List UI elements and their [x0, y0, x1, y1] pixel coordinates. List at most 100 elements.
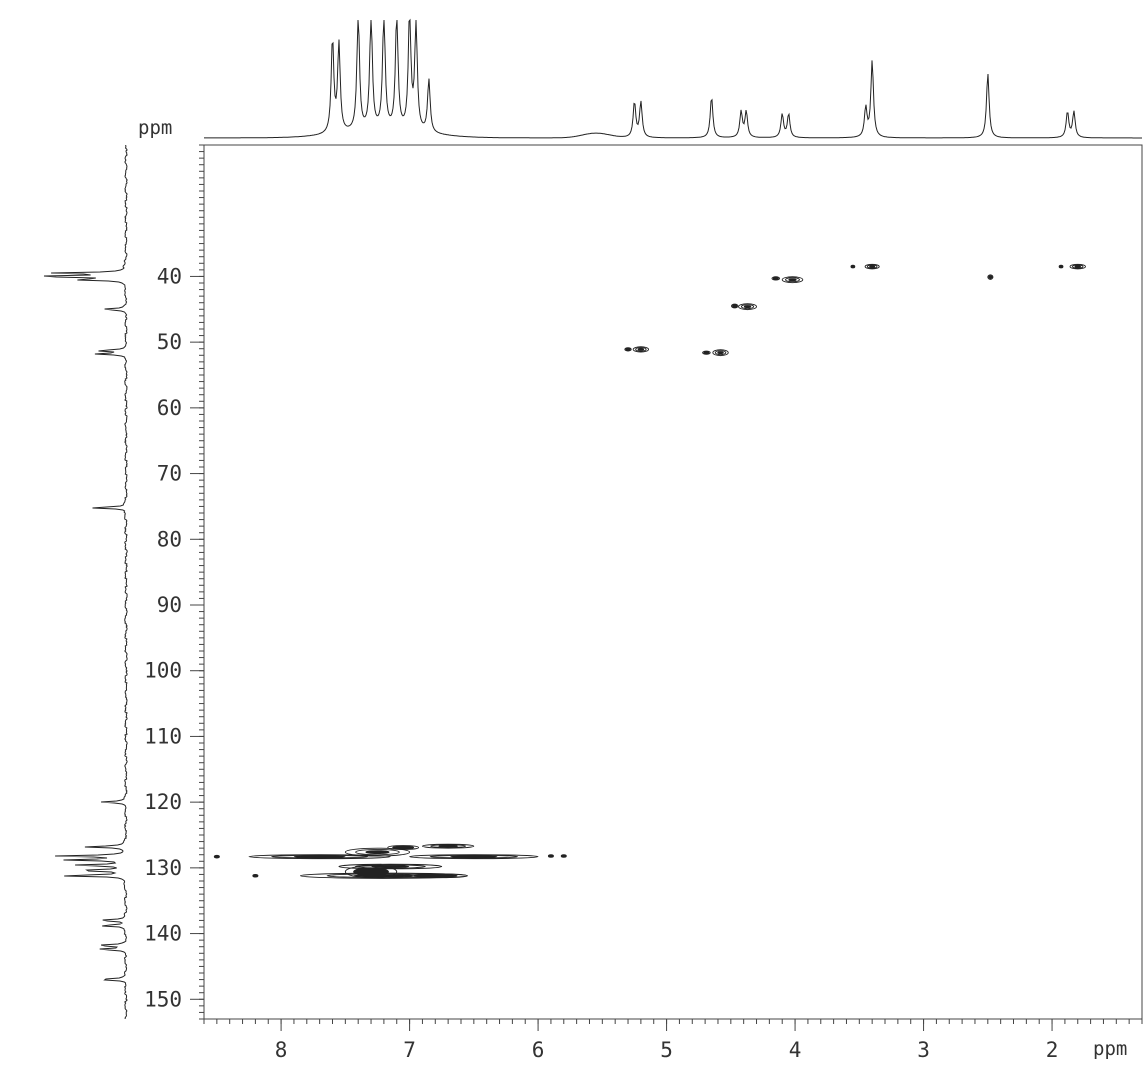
contour-ring: [785, 277, 800, 283]
contour-ring: [252, 873, 259, 878]
x-tick-label: 4: [789, 1038, 802, 1062]
plot-frame: [203, 144, 1143, 1020]
contour-ring: [732, 304, 738, 308]
contour-ring: [637, 347, 645, 351]
cross-peak: [731, 303, 739, 309]
y-tick-label: 70: [157, 462, 182, 486]
x-tick-label: 7: [403, 1038, 416, 1062]
cross-peak: [387, 845, 420, 850]
y-tick-label: 60: [157, 396, 182, 420]
contour-ring: [987, 274, 994, 280]
cross-peak: [632, 346, 650, 353]
contour-ring: [864, 263, 880, 270]
contour-ring: [714, 350, 727, 356]
y-tick-label: 40: [157, 264, 182, 288]
contour-ring: [450, 855, 498, 859]
x-tick-label: 8: [275, 1038, 288, 1062]
contour-ring: [560, 854, 567, 858]
x-tick-label: 3: [917, 1038, 930, 1062]
contour-ring: [412, 873, 458, 878]
contour-ring: [740, 304, 755, 310]
contour-ring: [355, 848, 400, 856]
x-tick-label: 2: [1046, 1038, 1059, 1062]
cross-peak: [1069, 263, 1086, 270]
cross-peak: [781, 276, 804, 284]
proton-spectrum-trace: [204, 18, 1142, 139]
contour-ring: [625, 347, 631, 351]
y-tick-label: 150: [144, 987, 182, 1011]
contour-ring: [547, 854, 554, 858]
contour-ring: [344, 865, 398, 879]
contour-ring: [353, 867, 389, 877]
cross-peaks: [213, 263, 1086, 879]
contour-ring: [717, 351, 724, 355]
cross-peak: [850, 264, 856, 269]
carbon-projection: [43, 144, 128, 1020]
cross-peak: [560, 854, 567, 858]
contour-ring: [1069, 263, 1086, 270]
contour-ring: [409, 854, 539, 860]
y-tick-label: 100: [144, 659, 182, 683]
x-tick-label: 5: [660, 1038, 673, 1062]
cross-peak: [344, 847, 411, 857]
cross-peak: [248, 854, 391, 860]
y-axis: 40 50 60 70 80 90 100 110 120 130 140 150: [144, 144, 204, 1020]
cross-peak: [624, 347, 632, 352]
x-tick-label: 6: [532, 1038, 545, 1062]
contour-ring: [743, 305, 752, 309]
contour-ring: [213, 854, 220, 859]
contour-ring: [702, 350, 711, 355]
cross-peak: [213, 854, 220, 859]
contour-ring: [632, 346, 650, 353]
contour-ring: [338, 863, 443, 870]
contour-ring: [293, 855, 346, 859]
contour-ring: [703, 351, 710, 355]
cross-peak: [1058, 264, 1064, 269]
x-axis-unit: ppm: [1093, 1038, 1127, 1060]
cross-peak: [738, 303, 757, 311]
contour-ring: [866, 264, 878, 269]
contour-ring: [850, 264, 856, 269]
cross-peak: [409, 854, 539, 860]
y-axis-unit: ppm: [138, 117, 172, 139]
contour-ring: [365, 850, 390, 854]
y-tick-label: 80: [157, 527, 182, 551]
contour-ring: [438, 844, 458, 848]
contour-ring: [1058, 264, 1064, 269]
contour-ring: [635, 347, 647, 352]
y-tick-label: 90: [157, 593, 182, 617]
contour-ring: [869, 265, 876, 269]
contour-ring: [988, 275, 993, 280]
contour-ring: [248, 854, 391, 860]
proton-projection: [204, 18, 1142, 139]
cross-peak: [864, 263, 880, 270]
cross-peak: [252, 873, 259, 878]
carbon-spectrum-trace: [43, 144, 128, 1020]
y-tick-label: 140: [144, 922, 182, 946]
y-tick-label: 120: [144, 790, 182, 814]
contour-ring: [738, 303, 757, 311]
y-tick-label: 130: [144, 856, 182, 880]
contour-ring: [731, 303, 739, 309]
contour-ring: [344, 847, 411, 857]
cross-peak: [702, 350, 711, 355]
cross-peak: [712, 349, 729, 357]
contour-ring: [402, 873, 468, 879]
contour-ring: [392, 845, 415, 850]
contour-ring: [1074, 265, 1081, 269]
cross-peak: [344, 865, 398, 879]
contour-ring: [788, 278, 797, 282]
cross-peak: [402, 873, 468, 879]
contour-ring: [772, 276, 779, 280]
contour-ring: [624, 347, 632, 352]
cross-peak: [771, 276, 781, 281]
contour-ring: [781, 276, 804, 284]
cross-peak: [987, 274, 994, 280]
cross-peak: [421, 843, 475, 849]
contour-ring: [771, 276, 781, 281]
y-tick-label: 50: [157, 330, 182, 354]
contour-ring: [712, 349, 729, 357]
contour-ring: [1072, 264, 1084, 269]
x-axis: 8 7 6 5 4 3 2: [203, 1019, 1143, 1062]
